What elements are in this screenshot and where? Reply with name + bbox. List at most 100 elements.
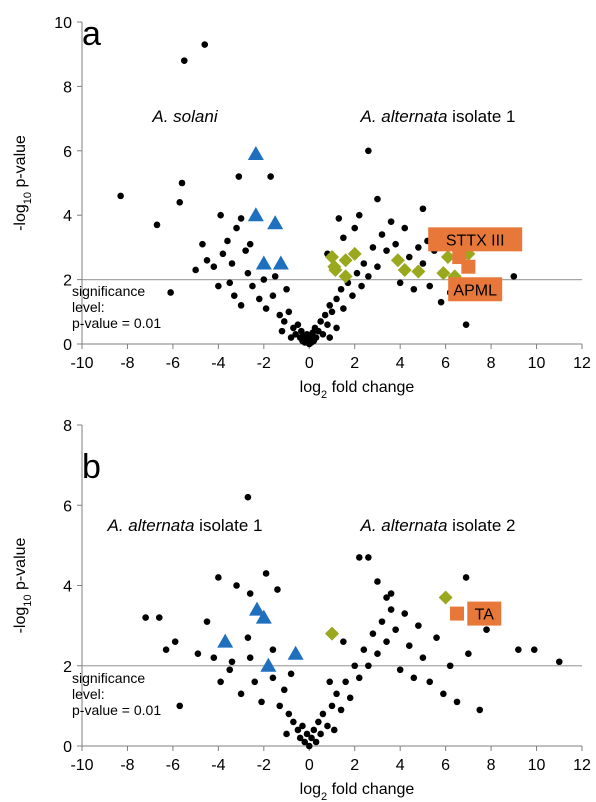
data-point	[396, 666, 404, 674]
data-point	[210, 263, 218, 271]
data-point	[349, 292, 356, 300]
significance-label: level:	[72, 686, 105, 702]
data-point	[246, 590, 254, 597]
data-point	[210, 654, 218, 662]
x-axis-title: log2 fold change	[300, 781, 415, 802]
data-point	[267, 173, 274, 180]
significance-label: p-value = 0.01	[72, 702, 161, 718]
data-point	[462, 321, 470, 328]
x-tick-label: -6	[166, 355, 180, 372]
data-point	[315, 718, 322, 726]
data-point	[285, 710, 293, 718]
data-point	[199, 240, 206, 248]
x-tick-label: -4	[211, 355, 225, 372]
group-label-right: A. alternata isolate 2	[360, 516, 516, 535]
data-point	[419, 654, 427, 662]
data-point	[242, 247, 249, 254]
data-point	[387, 218, 395, 225]
data-point	[383, 638, 390, 645]
triangle-point	[260, 657, 277, 672]
data-point	[310, 726, 318, 734]
data-point	[251, 678, 259, 686]
data-point	[383, 247, 390, 254]
data-point	[317, 318, 324, 325]
diamond-point	[436, 266, 451, 281]
data-point	[437, 298, 445, 306]
data-point	[374, 195, 381, 203]
data-point	[176, 199, 184, 206]
data-point	[299, 722, 306, 730]
callout-box	[428, 227, 523, 252]
x-tick-label: -2	[257, 355, 271, 372]
significance-label: level:	[72, 299, 105, 315]
data-point	[283, 730, 290, 738]
x-tick-label: 10	[528, 757, 546, 774]
data-point	[324, 722, 331, 730]
group-label-left: A. solani	[151, 107, 218, 126]
data-point	[244, 269, 252, 277]
data-point	[555, 658, 563, 666]
data-point	[237, 302, 245, 309]
x-tick-label: 12	[573, 757, 591, 774]
data-point	[392, 626, 399, 633]
y-tick-label: 4	[63, 579, 72, 596]
diamond-point	[347, 246, 362, 261]
data-point	[426, 678, 434, 686]
x-axis-title: log2 fold change	[300, 379, 415, 401]
data-point	[230, 292, 238, 300]
data-point	[294, 726, 302, 734]
data-point	[142, 614, 149, 621]
data-point	[433, 634, 440, 641]
data-point	[117, 192, 124, 200]
y-tick-label: 10	[54, 15, 72, 32]
data-point	[301, 738, 309, 746]
data-point	[369, 630, 377, 637]
data-point	[162, 646, 170, 653]
data-point	[401, 224, 409, 232]
triangle-point	[247, 146, 264, 161]
x-tick-label: 4	[396, 757, 405, 774]
triangle-point	[267, 215, 284, 230]
y-tick-label: 8	[63, 79, 72, 96]
diamond-point	[390, 253, 405, 268]
data-point	[337, 285, 345, 293]
x-tick-label: 0	[305, 757, 314, 774]
diamond-point	[440, 250, 455, 265]
data-point	[383, 594, 390, 601]
diamond-point	[397, 262, 412, 277]
data-point	[351, 224, 359, 232]
data-point	[351, 662, 359, 670]
data-point	[440, 690, 447, 698]
data-point	[365, 273, 372, 280]
triangle-point	[247, 207, 264, 222]
data-point	[326, 678, 334, 686]
data-point	[326, 334, 334, 341]
data-point	[294, 321, 302, 328]
data-point	[305, 742, 313, 750]
y-tick-label: 6	[63, 498, 72, 515]
diamond-point	[325, 626, 339, 641]
data-point	[237, 215, 245, 222]
x-tick-label: 6	[441, 757, 450, 774]
y-tick-label: 0	[63, 337, 72, 354]
data-point	[374, 263, 381, 271]
diamond-point	[411, 264, 426, 279]
data-point	[176, 702, 184, 710]
data-point	[328, 308, 336, 316]
data-point	[360, 646, 368, 653]
data-point	[246, 240, 254, 248]
data-point	[171, 638, 179, 645]
significance-label: p-value = 0.01	[72, 315, 161, 331]
diamond-point	[328, 262, 343, 277]
data-point	[271, 273, 279, 280]
data-point	[365, 662, 372, 670]
data-point	[312, 334, 320, 341]
data-point	[369, 244, 377, 251]
data-point	[244, 493, 252, 501]
data-point	[269, 646, 277, 653]
data-point	[419, 260, 427, 267]
data-point	[269, 674, 277, 682]
data-point	[378, 618, 386, 625]
data-point	[228, 658, 236, 666]
data-point	[287, 670, 295, 678]
